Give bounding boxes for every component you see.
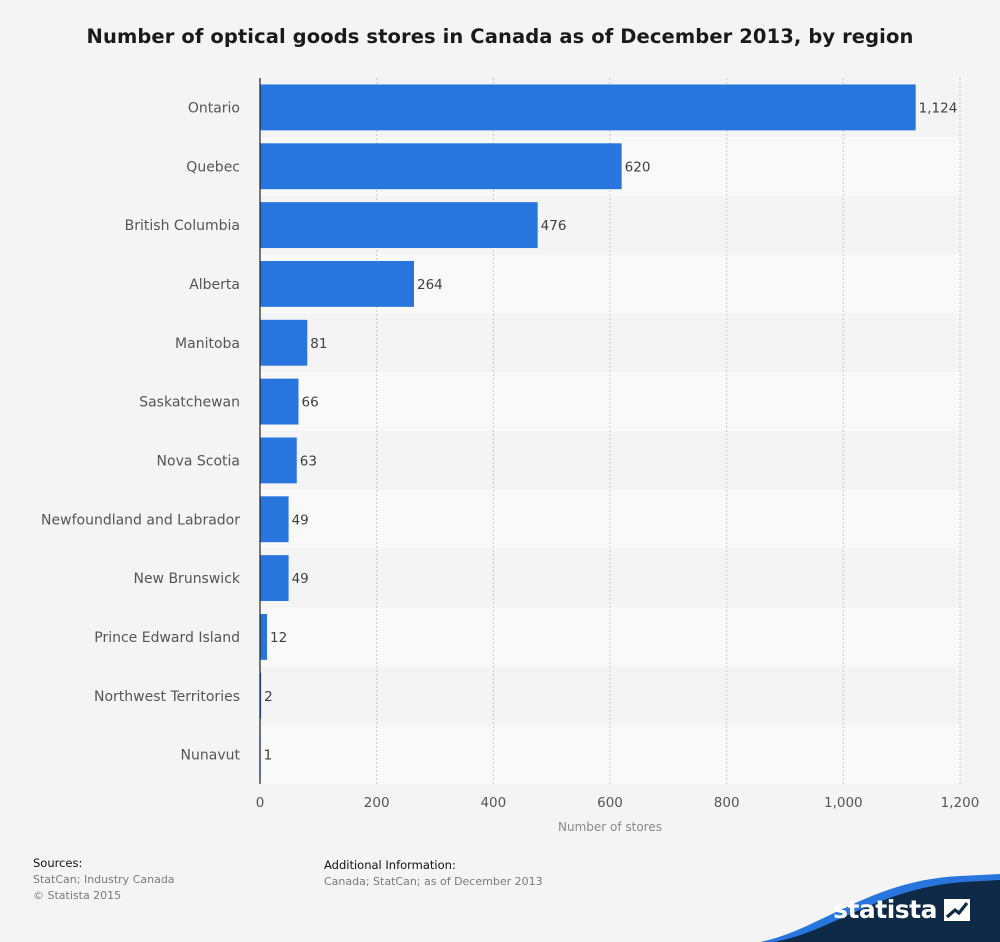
x-tick-label: 1,200 [941, 795, 980, 811]
data-label: 264 [417, 277, 443, 293]
bar[interactable] [260, 555, 289, 602]
additional-info-line: Canada; StatCan; as of December 2013 [324, 875, 543, 888]
x-tick-label: 1,000 [824, 795, 863, 811]
category-label: Saskatchewan [139, 395, 240, 411]
row-band [260, 607, 960, 667]
additional-info-block: Additional Information: Canada; StatCan;… [324, 858, 543, 888]
category-label: Alberta [189, 277, 240, 293]
data-label: 66 [302, 395, 319, 411]
sources-block: Sources: StatCan; Industry Canada © Stat… [33, 856, 175, 902]
bar[interactable] [260, 84, 916, 131]
category-label: Manitoba [175, 336, 240, 352]
sources-line: StatCan; Industry Canada [33, 873, 175, 886]
data-label: 620 [625, 159, 651, 175]
brand-name: statista [833, 895, 937, 924]
brand-swoosh [760, 874, 1000, 942]
bar[interactable] [260, 202, 538, 249]
data-label: 49 [292, 571, 309, 587]
statista-logo-icon [944, 898, 970, 921]
data-label: 1,124 [919, 100, 958, 116]
sources-heading: Sources: [33, 856, 83, 870]
x-axis-label: Number of stores [558, 820, 662, 834]
statista-logo[interactable]: statista [833, 895, 970, 924]
data-label: 12 [270, 630, 287, 646]
data-label: 476 [541, 218, 567, 234]
category-label: Nova Scotia [157, 453, 240, 469]
category-label: British Columbia [125, 218, 240, 234]
bar-chart: 1,124 Ontario 620 Quebec 476 British Columbia… [41, 78, 980, 834]
category-label: Newfoundland and Labrador [41, 512, 240, 528]
statista-brand-area: statista [760, 870, 1000, 942]
category-label: New Brunswick [133, 571, 240, 587]
bar[interactable] [260, 613, 267, 660]
bar[interactable] [260, 437, 297, 484]
category-label: Northwest Territories [94, 689, 240, 705]
category-label: Quebec [186, 159, 240, 175]
copyright-line: © Statista 2015 [33, 889, 122, 902]
data-label: 1 [264, 748, 273, 764]
row-band [260, 431, 960, 490]
category-label: Nunavut [181, 748, 241, 764]
category-label: Prince Edward Island [94, 630, 240, 646]
bar[interactable] [260, 143, 622, 190]
bar[interactable] [260, 260, 414, 307]
bar[interactable] [260, 496, 289, 543]
row-band [260, 372, 960, 431]
x-tick-label: 400 [480, 795, 506, 811]
category-label: Ontario [188, 100, 240, 116]
additional-info-heading: Additional Information: [324, 858, 456, 872]
data-label: 81 [310, 336, 327, 352]
x-tick-label: 800 [714, 795, 740, 811]
x-tick-label: 0 [256, 795, 265, 811]
x-tick-label: 600 [597, 795, 623, 811]
data-label: 63 [300, 453, 317, 469]
data-label: 2 [264, 689, 273, 705]
bar[interactable] [260, 319, 308, 366]
data-label: 49 [292, 512, 309, 528]
x-tick-label: 200 [364, 795, 390, 811]
chart-title: Number of optical goods stores in Canada… [86, 25, 914, 48]
bar[interactable] [260, 378, 299, 425]
